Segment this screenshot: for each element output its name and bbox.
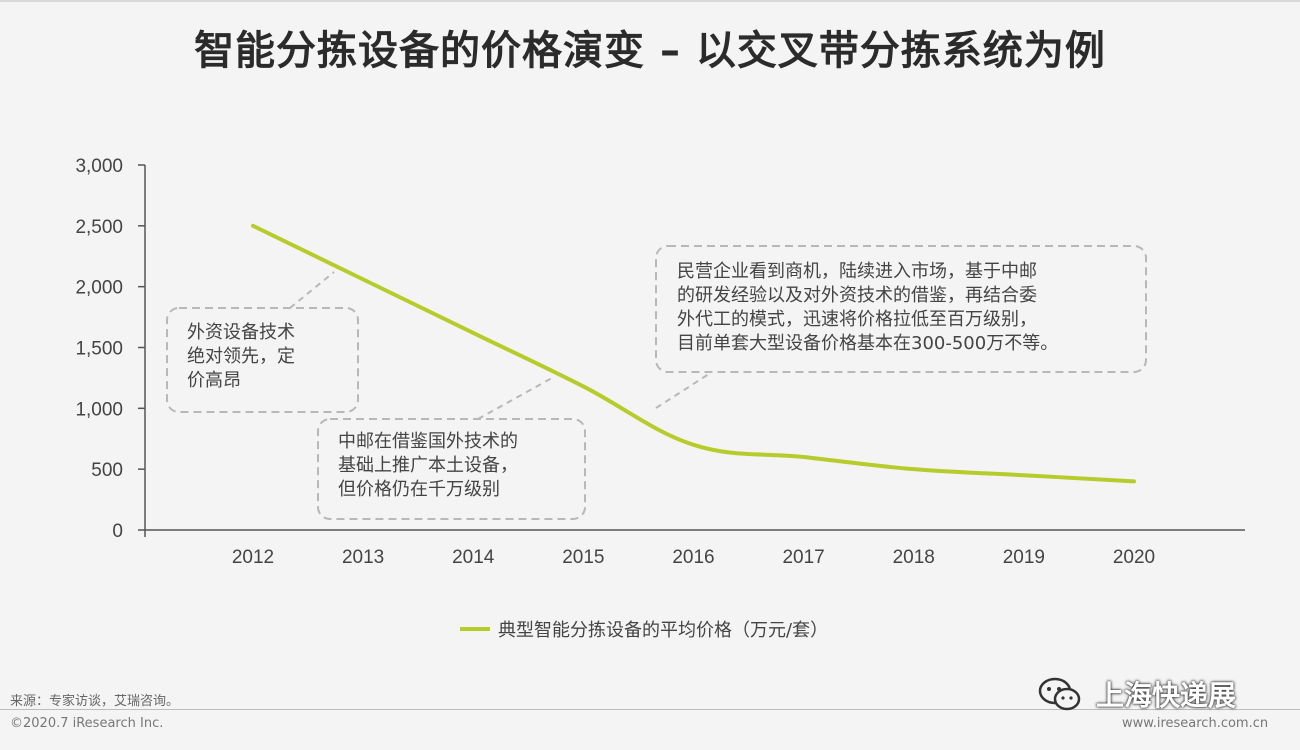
callout-line: 目前单套大型设备价格基本在300-500万不等。	[677, 333, 1059, 354]
x-tick-label: 2013	[342, 547, 384, 568]
wechat-icon	[1038, 677, 1081, 711]
page-title: 智能分拣设备的价格演变 – 以交叉带分拣系统为例	[194, 28, 1106, 74]
callout-frame	[317, 418, 586, 520]
x-tick-label: 2020	[1113, 547, 1155, 568]
callout-foreign-equipment: 外资设备技术 绝对领先，定 价高昂	[187, 321, 295, 393]
callout-leader	[289, 271, 335, 309]
y-tick-label: 500	[91, 460, 123, 481]
callout-line: 但价格仍在千万级别	[338, 479, 500, 500]
y-tick-label: 0	[112, 521, 123, 542]
x-tick-label: 2014	[452, 547, 495, 568]
watermark-text: 上海快递展	[1096, 679, 1237, 712]
callout-line: 外代工的模式，迅速将价格拉低至百万级别，	[677, 309, 1037, 330]
website-text: www.iresearch.com.cn	[1122, 716, 1269, 731]
series-line-average-price	[251, 223, 1136, 484]
x-tick-label: 2017	[782, 547, 824, 568]
top-rule	[0, 0, 1300, 2]
x-tick-label: 2015	[562, 547, 604, 568]
callout-frame	[166, 307, 359, 413]
x-tick-label: 2018	[893, 547, 935, 568]
footer-rule	[0, 709, 1300, 710]
y-tick-label: 1,000	[75, 399, 123, 420]
callout-line: 基础上推广本土设备，	[338, 455, 518, 476]
callout-leader	[655, 371, 713, 409]
watermark: 上海快递展	[1038, 674, 1236, 714]
callout-leader	[477, 377, 553, 420]
callout-line: 外资设备技术	[187, 322, 295, 343]
chart-legend: 典型智能分拣设备的平均价格（万元/套）	[460, 616, 828, 642]
copyright-text: ©2020.7 iResearch Inc.	[10, 716, 164, 731]
y-tick-label: 2,000	[75, 278, 123, 299]
y-tick-label: 3,000	[75, 156, 123, 177]
callout-line: 中邮在借鉴国外技术的	[338, 431, 518, 452]
legend-label: 典型智能分拣设备的平均价格（万元/套）	[498, 620, 829, 641]
legend-swatch	[460, 627, 490, 631]
x-tick-label: 2019	[1003, 547, 1045, 568]
callout-frame	[655, 245, 1147, 373]
callout-china-post: 中邮在借鉴国外技术的 基础上推广本土设备， 但价格仍在千万级别	[338, 430, 518, 502]
y-tick-label: 1,500	[75, 339, 123, 360]
callout-line: 民营企业看到商机，陆续进入市场，基于中邮	[677, 261, 1037, 282]
source-note: 来源：专家访谈，艾瑞咨询。	[10, 694, 180, 709]
callout-private-enterprise: 民营企业看到商机，陆续进入市场，基于中邮 的研发经验以及对外资技术的借鉴，再结合…	[677, 260, 1058, 356]
callout-line: 的研发经验以及对外资技术的借鉴，再结合委	[677, 285, 1037, 306]
x-tick-label: 2016	[672, 547, 714, 568]
x-tick-label: 2012	[232, 547, 274, 568]
callout-line: 价高昂	[187, 370, 241, 391]
y-tick-label: 2,500	[75, 217, 123, 238]
callout-line: 绝对领先，定	[187, 346, 295, 367]
